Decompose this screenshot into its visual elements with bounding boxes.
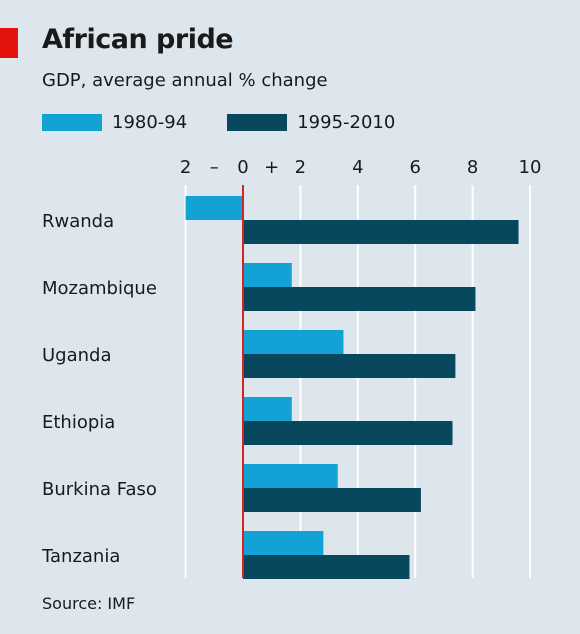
- legend-swatch-series-2: [227, 114, 288, 131]
- bar-series-2: [243, 287, 476, 311]
- bar-series-1: [243, 263, 292, 287]
- legend-item-series-1: 1980-94: [42, 112, 187, 133]
- x-tick-label: 4: [352, 157, 363, 178]
- x-tick-label: 8: [467, 157, 478, 178]
- category-label: Ethiopia: [42, 412, 115, 433]
- bar-series-2: [243, 354, 456, 378]
- bar-series-1: [243, 397, 292, 421]
- legend-swatch-series-1: [42, 114, 102, 131]
- plus-sign-label: +: [264, 157, 279, 178]
- bar-series-1: [243, 531, 324, 555]
- legend-label-series-1: 1980-94: [112, 112, 188, 133]
- bar-series-2: [243, 421, 453, 445]
- category-label: Burkina Faso: [42, 479, 157, 500]
- legend-item-series-2: 1995-2010: [227, 112, 395, 133]
- chart-subtitle: GDP, average annual % change: [42, 70, 328, 91]
- bar-series-2: [243, 555, 410, 579]
- bar-series-1: [243, 330, 344, 354]
- category-label: Rwanda: [42, 211, 114, 232]
- bar-series-2: [243, 488, 421, 512]
- chart-title: African pride: [42, 24, 234, 55]
- category-label: Tanzania: [41, 546, 120, 567]
- bar-series-2: [243, 220, 519, 244]
- x-tick-label: 2: [180, 157, 191, 178]
- legend-label-series-2: 1995-2010: [297, 112, 396, 133]
- x-tick-label: 2: [295, 157, 306, 178]
- legend: 1980-94 1995-2010: [42, 112, 435, 133]
- source-note: Source: IMF: [42, 594, 136, 613]
- bar-series-1: [243, 464, 338, 488]
- bar-series-1: [185, 196, 243, 220]
- x-tick-label: 6: [409, 157, 420, 178]
- category-label: Mozambique: [42, 278, 157, 299]
- x-tick-label: 10: [519, 157, 542, 178]
- minus-sign-label: –: [210, 157, 219, 178]
- accent-tag: [0, 28, 18, 58]
- x-tick-label: 0: [237, 157, 248, 178]
- category-label: Uganda: [42, 345, 112, 366]
